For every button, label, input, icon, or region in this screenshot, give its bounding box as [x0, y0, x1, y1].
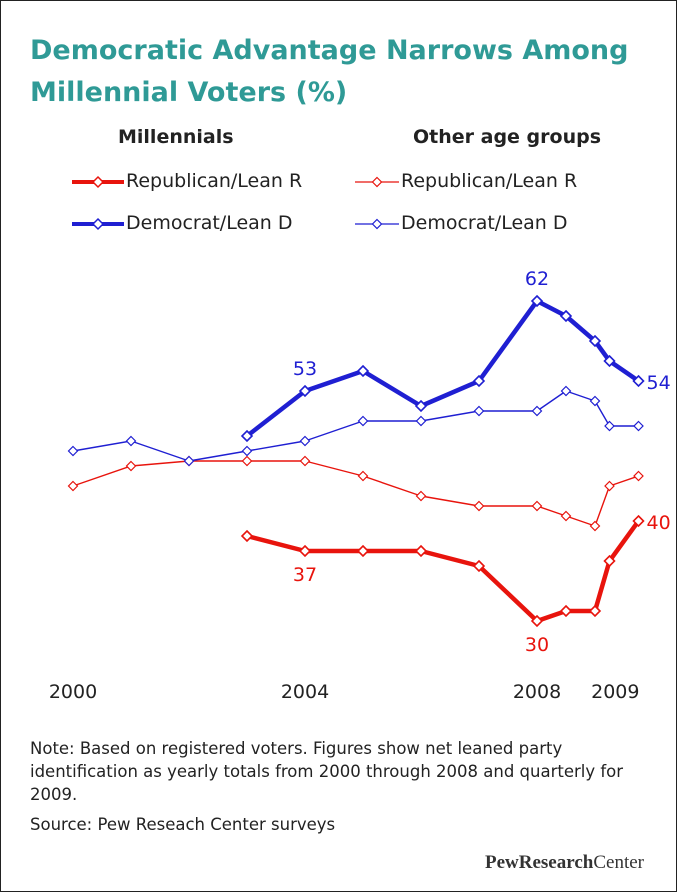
data-point — [591, 397, 600, 406]
data-point — [243, 457, 252, 466]
data-point — [605, 482, 614, 491]
data-point — [634, 422, 643, 431]
data-label: 53 — [293, 358, 317, 380]
data-point — [533, 502, 542, 511]
data-point — [634, 472, 643, 481]
data-point — [590, 606, 600, 616]
data-point — [243, 447, 252, 456]
data-point — [359, 472, 368, 481]
data-point — [358, 546, 368, 556]
data-point — [127, 437, 136, 446]
pew-research-logo: PewResearchCenter — [485, 852, 644, 874]
series-line-other-democrat — [73, 391, 639, 461]
data-point — [533, 407, 542, 416]
data-point — [562, 387, 571, 396]
data-point — [417, 417, 426, 426]
data-point — [300, 546, 310, 556]
data-label: 62 — [525, 268, 549, 290]
logo-bold: PewResearch — [485, 852, 593, 873]
data-label: 54 — [647, 372, 671, 394]
data-point — [417, 492, 426, 501]
data-label: 30 — [525, 634, 549, 656]
data-point — [301, 437, 310, 446]
data-point — [591, 522, 600, 531]
logo-regular: Center — [593, 852, 644, 873]
data-point — [69, 482, 78, 491]
data-point — [605, 422, 614, 431]
data-point — [185, 457, 194, 466]
data-point — [475, 407, 484, 416]
data-point — [69, 447, 78, 456]
data-label: 37 — [293, 564, 317, 586]
series-line-other-republican — [73, 461, 639, 526]
data-point — [475, 502, 484, 511]
data-point — [242, 531, 252, 541]
data-point — [127, 462, 136, 471]
x-tick-label: 2000 — [49, 681, 97, 703]
x-tick-label: 2009 — [591, 681, 639, 703]
chart-note: Note: Based on registered voters. Figure… — [30, 737, 655, 806]
data-point — [301, 457, 310, 466]
data-point — [359, 417, 368, 426]
data-label: 40 — [647, 512, 671, 534]
chart-source: Source: Pew Reseach Center surveys — [30, 815, 335, 834]
line-chart: 37 30 40 53 62 54 2000 2004 2008 2009 — [0, 0, 677, 720]
data-point — [416, 546, 426, 556]
data-point — [562, 512, 571, 521]
x-tick-label: 2004 — [281, 681, 329, 703]
x-tick-label: 2008 — [513, 681, 561, 703]
